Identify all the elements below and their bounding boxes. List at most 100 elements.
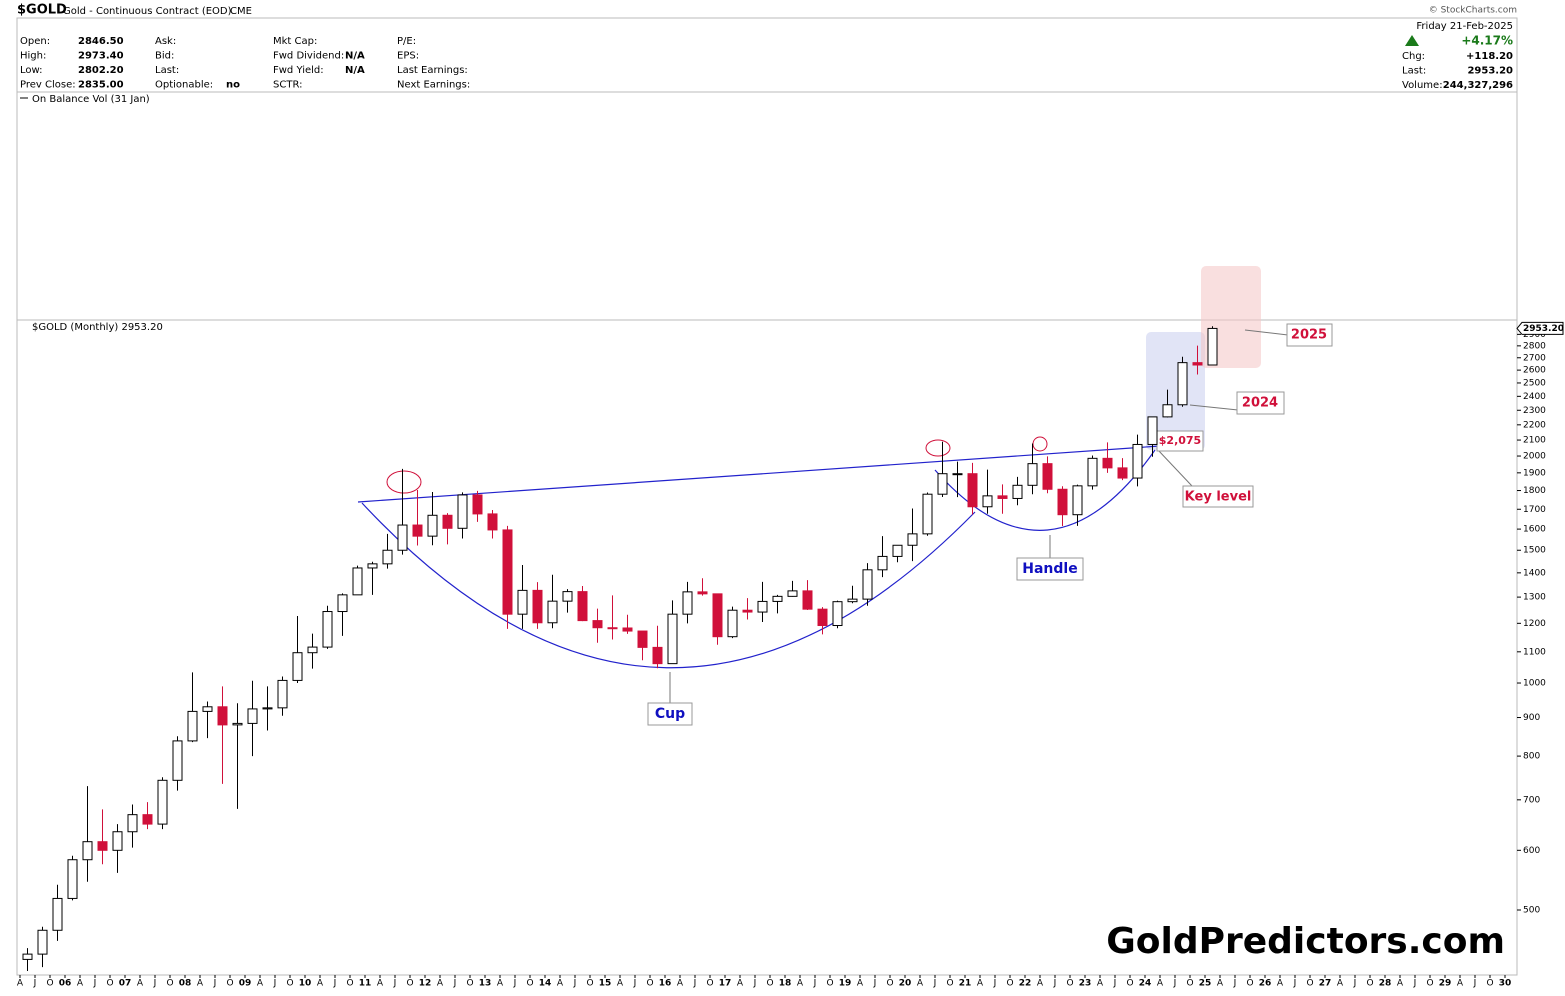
callout bbox=[647, 702, 693, 726]
peak-circle bbox=[386, 470, 422, 494]
x-tick-label: O bbox=[766, 979, 773, 989]
x-tick-label: J bbox=[153, 979, 157, 989]
candle-body bbox=[187, 710, 198, 742]
candle-body bbox=[892, 544, 903, 557]
x-tick-label: J bbox=[573, 979, 577, 989]
candle-body bbox=[172, 740, 183, 781]
candle-body bbox=[1012, 484, 1023, 499]
field-label: High: bbox=[20, 51, 46, 62]
candle-body bbox=[652, 646, 663, 665]
x-tick-label: J bbox=[93, 979, 97, 989]
y-tick-label: 1500 bbox=[1523, 546, 1546, 556]
candle-body bbox=[742, 609, 753, 613]
candle-body bbox=[1087, 457, 1098, 487]
x-tick-label: 18 bbox=[779, 979, 792, 989]
x-tick-label: 22 bbox=[1019, 979, 1032, 989]
candle-body bbox=[1132, 443, 1143, 479]
peak-circle bbox=[925, 439, 951, 457]
x-tick-label: A bbox=[317, 979, 324, 989]
field-value: 2973.40 bbox=[78, 51, 124, 62]
neckline bbox=[357, 445, 1161, 503]
candle-body bbox=[697, 591, 708, 595]
y-tick-label: 2800 bbox=[1523, 341, 1546, 351]
candle-body bbox=[232, 722, 243, 726]
y-tick-label: 2400 bbox=[1523, 392, 1546, 402]
y-tick-label: 700 bbox=[1523, 795, 1540, 805]
x-tick-label: J bbox=[753, 979, 757, 989]
peak-circle bbox=[1032, 436, 1048, 452]
field-label: Next Earnings: bbox=[397, 80, 470, 91]
x-tick-label: 09 bbox=[239, 979, 252, 989]
candle-body bbox=[577, 591, 588, 622]
x-tick-label: 17 bbox=[719, 979, 732, 989]
x-tick-label: O bbox=[1246, 979, 1253, 989]
candle-body bbox=[322, 611, 333, 648]
leader bbox=[1189, 404, 1239, 411]
field-label: Last: bbox=[155, 65, 179, 76]
y-tick-label: 2000 bbox=[1523, 452, 1546, 462]
handle-label: Handle bbox=[1022, 561, 1077, 577]
field-value: 2846.50 bbox=[78, 36, 124, 47]
x-tick-label: 25 bbox=[1199, 979, 1212, 989]
x-tick-label: O bbox=[106, 979, 113, 989]
x-tick-label: J bbox=[933, 979, 937, 989]
candle-body bbox=[412, 524, 423, 537]
y-tick-label: 2300 bbox=[1523, 406, 1546, 416]
cup-arc bbox=[361, 502, 976, 669]
candle-body bbox=[832, 601, 843, 627]
y-tick-label: 500 bbox=[1523, 906, 1540, 916]
x-tick-label: O bbox=[946, 979, 953, 989]
x-tick-label: A bbox=[1397, 979, 1404, 989]
x-tick-label: 26 bbox=[1259, 979, 1272, 989]
x-tick-label: 07 bbox=[119, 979, 132, 989]
field-label: Bid: bbox=[155, 51, 174, 62]
x-tick-label: A bbox=[917, 979, 924, 989]
x-tick-label: 29 bbox=[1439, 979, 1452, 989]
change-pct: +4.17% bbox=[1461, 34, 1513, 48]
candle-body bbox=[502, 529, 513, 615]
candle-body bbox=[217, 706, 228, 726]
x-tick-label: 08 bbox=[179, 979, 192, 989]
candle-body bbox=[112, 831, 123, 851]
candle-body bbox=[52, 897, 63, 931]
candle-body bbox=[997, 495, 1008, 499]
callout bbox=[1236, 391, 1285, 415]
x-tick-label: J bbox=[1113, 979, 1117, 989]
x-tick-label: 16 bbox=[659, 979, 672, 989]
field-label: Optionable: bbox=[155, 80, 213, 91]
x-tick-label: A bbox=[17, 979, 24, 989]
x-tick-label: J bbox=[813, 979, 817, 989]
x-tick-label: O bbox=[1006, 979, 1013, 989]
candle-body bbox=[1102, 457, 1113, 469]
handle-arc bbox=[934, 449, 1156, 531]
candle-body bbox=[202, 706, 213, 712]
y-tick-label: 2600 bbox=[1523, 366, 1546, 376]
x-tick-label: 11 bbox=[359, 979, 372, 989]
candle-body bbox=[352, 567, 363, 596]
x-tick-label: J bbox=[693, 979, 697, 989]
x-tick-label: O bbox=[526, 979, 533, 989]
x-tick-label: 20 bbox=[899, 979, 912, 989]
x-tick-label: 23 bbox=[1079, 979, 1092, 989]
field-value: 244,327,296 bbox=[1443, 80, 1513, 91]
x-tick-label: A bbox=[797, 979, 804, 989]
candle-body bbox=[157, 779, 168, 825]
candle-body bbox=[547, 600, 558, 624]
cup-label: Cup bbox=[655, 706, 685, 722]
x-tick-label: 12 bbox=[419, 979, 432, 989]
y-tick-label: 800 bbox=[1523, 752, 1540, 762]
up-arrow bbox=[1405, 35, 1419, 46]
candle-body bbox=[1162, 404, 1173, 418]
candle-body bbox=[907, 533, 918, 546]
candle-body bbox=[712, 593, 723, 638]
candle-body bbox=[532, 589, 543, 624]
x-tick-label: A bbox=[1157, 979, 1164, 989]
callout bbox=[1286, 323, 1333, 347]
candle-body bbox=[682, 591, 693, 615]
candle-body bbox=[967, 473, 978, 508]
x-tick-label: 10 bbox=[299, 979, 312, 989]
credit: © StockCharts.com bbox=[1429, 6, 1517, 16]
field-label: Low: bbox=[20, 65, 43, 76]
y-tick-label: 1900 bbox=[1523, 468, 1546, 478]
field-label: P/E: bbox=[397, 36, 416, 47]
